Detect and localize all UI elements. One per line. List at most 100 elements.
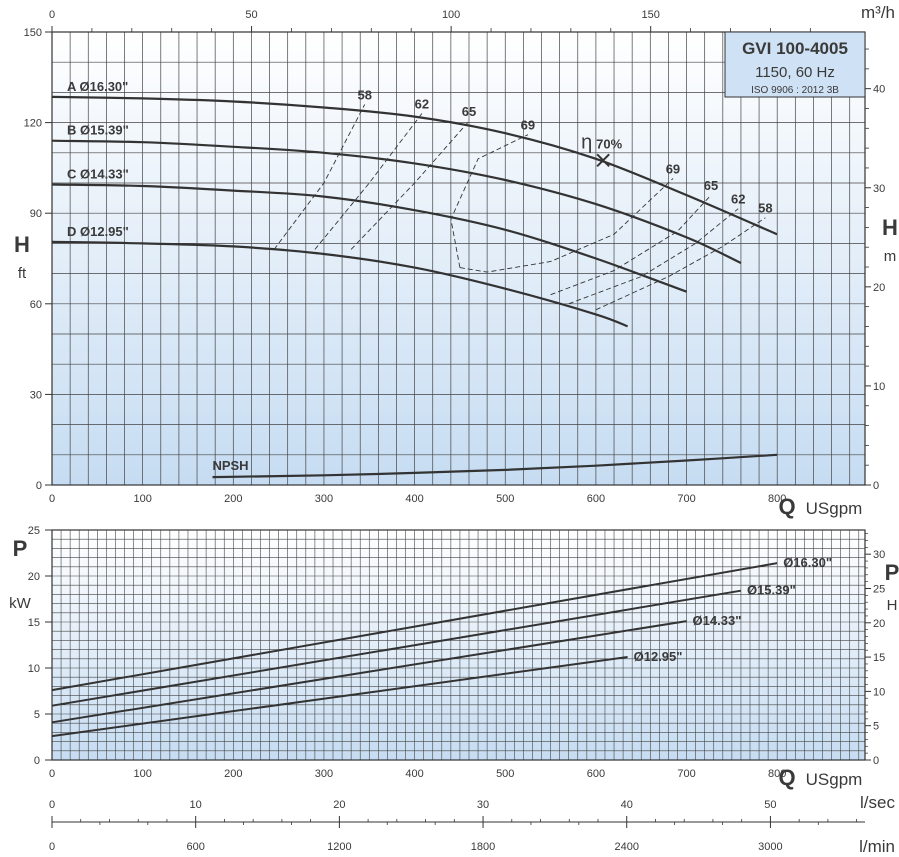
top-tick-label: 50	[245, 9, 257, 21]
head-curves	[51, 95, 778, 479]
power-curve-c	[51, 620, 687, 724]
hp-tick-label: 20	[873, 618, 885, 630]
diameter-label: D Ø12.95"	[67, 224, 129, 239]
head-m-tick-label: 30	[873, 183, 885, 195]
efficiency-iso-line	[459, 178, 674, 273]
head-curve-b	[51, 139, 742, 264]
power-kw-symbol: P	[13, 536, 28, 561]
q-tick-label-top: 200	[224, 493, 242, 505]
lmin-tick-label: 600	[187, 841, 205, 853]
model-box	[724, 31, 866, 98]
bep-marker	[596, 153, 610, 168]
efficiency-iso-line	[273, 104, 366, 250]
q-symbol-bottom: Q	[778, 765, 795, 790]
diameter-label: B Ø15.39"	[67, 123, 129, 138]
head-ft-tick-label: 150	[24, 27, 42, 39]
efficiency-label: 65	[704, 178, 718, 193]
hp-tick-label: 25	[873, 583, 885, 595]
npsh-label: NPSH	[212, 458, 248, 473]
head-ft-unit: ft	[18, 265, 27, 282]
hp-tick-label: 10	[873, 686, 885, 698]
q-unit-top: USgpm	[806, 499, 863, 518]
q-tick-label-bottom: 500	[496, 768, 514, 780]
lsec-tick-label: 50	[764, 799, 776, 811]
efficiency-iso-lines	[273, 104, 766, 311]
kw-tick-label: 10	[28, 663, 40, 675]
hp-tick-label: 15	[873, 652, 885, 664]
lsec-tick-label: 30	[477, 799, 489, 811]
hp-tick-label: 0	[873, 755, 879, 767]
efficiency-iso-line	[550, 194, 712, 296]
head-m-tick-label: 40	[873, 84, 885, 96]
q-tick-label-top: 800	[768, 493, 786, 505]
lmin-tick-label: 1200	[327, 841, 351, 853]
head-m-tick-label: 20	[873, 282, 885, 294]
model-title: GVI 100-4005	[742, 39, 848, 58]
speed-label: 1150, 60 Hz	[755, 64, 835, 81]
head-ft-tick-label: 30	[30, 389, 42, 401]
q-unit-bottom: USgpm	[806, 770, 863, 789]
kw-tick-label: 15	[28, 617, 40, 629]
npsh-curve	[212, 453, 778, 479]
kw-tick-label: 5	[34, 709, 40, 721]
head-curve-d	[51, 240, 628, 328]
hp-tick-label: 5	[873, 721, 879, 733]
efficiency-iso-line	[350, 120, 470, 250]
lsec-tick-label: 0	[49, 799, 55, 811]
power-kw-unit: kW	[9, 595, 32, 612]
efficiency-label: 65	[462, 104, 476, 119]
efficiency-label: 62	[415, 97, 429, 112]
lsec-unit: l/sec	[860, 793, 895, 812]
efficiency-label: 58	[358, 87, 372, 102]
efficiency-iso-line	[314, 113, 423, 250]
power-curve-label: Ø12.95"	[634, 649, 683, 664]
power-curve-label: Ø14.33"	[693, 613, 742, 628]
q-axis-title-top: Q USgpm	[778, 494, 862, 519]
power-plot-area	[52, 530, 865, 760]
lmin-tick-label: 3000	[758, 841, 782, 853]
head-ft-tick-label: 60	[30, 299, 42, 311]
q-tick-label-bottom: 300	[315, 768, 333, 780]
q-tick-label-bottom: 700	[677, 768, 695, 780]
kw-tick-label: 25	[28, 525, 40, 537]
power-curve-b	[51, 589, 742, 707]
top-tick-label: 150	[642, 9, 660, 21]
kw-tick-label: 0	[34, 755, 40, 767]
head-m-tick-label: 0	[873, 480, 879, 492]
head-plot-frame	[51, 31, 866, 486]
head-m-unit: m	[884, 248, 897, 265]
eta-symbol: η	[581, 131, 592, 153]
power-curve-label: Ø15.39"	[747, 583, 796, 598]
power-hp-unit: H	[887, 597, 898, 614]
top-axis-unit: m³/h	[861, 3, 895, 22]
efficiency-label: 69	[666, 161, 680, 176]
efficiency-iso-line	[568, 208, 739, 305]
head-curve-a	[51, 95, 778, 236]
head-m-tick-label: 10	[873, 381, 885, 393]
head-m-symbol: H	[882, 215, 898, 240]
head-ft-symbol: H	[14, 232, 30, 257]
lsec-tick-label: 40	[621, 799, 633, 811]
efficiency-label: 62	[731, 192, 745, 207]
head-grid	[52, 32, 865, 485]
standard-label: ISO 9906 : 2012 3B	[751, 85, 839, 96]
q-tick-label-top: 500	[496, 493, 514, 505]
head-ft-tick-label: 90	[30, 208, 42, 220]
q-tick-label-top: 700	[677, 493, 695, 505]
power-hp-symbol: P	[885, 560, 899, 585]
power-curve-d	[51, 656, 628, 738]
q-tick-label-bottom: 100	[133, 768, 151, 780]
power-grid	[52, 530, 865, 760]
lmin-tick-label: 2400	[614, 841, 638, 853]
power-plot-frame	[51, 529, 866, 761]
axis-ticks: 0 50 100 1500010010020020030030040040050050…	[24, 9, 886, 853]
q-tick-label-top: 0	[49, 493, 55, 505]
q-tick-label-bottom: 0	[49, 768, 55, 780]
q-tick-label-top: 300	[315, 493, 333, 505]
q-tick-label-top: 600	[587, 493, 605, 505]
lsec-tick-label: 20	[333, 799, 345, 811]
chart-labels: A Ø16.30" B Ø15.39" C Ø14.33" D Ø12.95" NPSH…	[67, 79, 832, 664]
q-axis-title-bottom: Q USgpm	[778, 765, 862, 790]
